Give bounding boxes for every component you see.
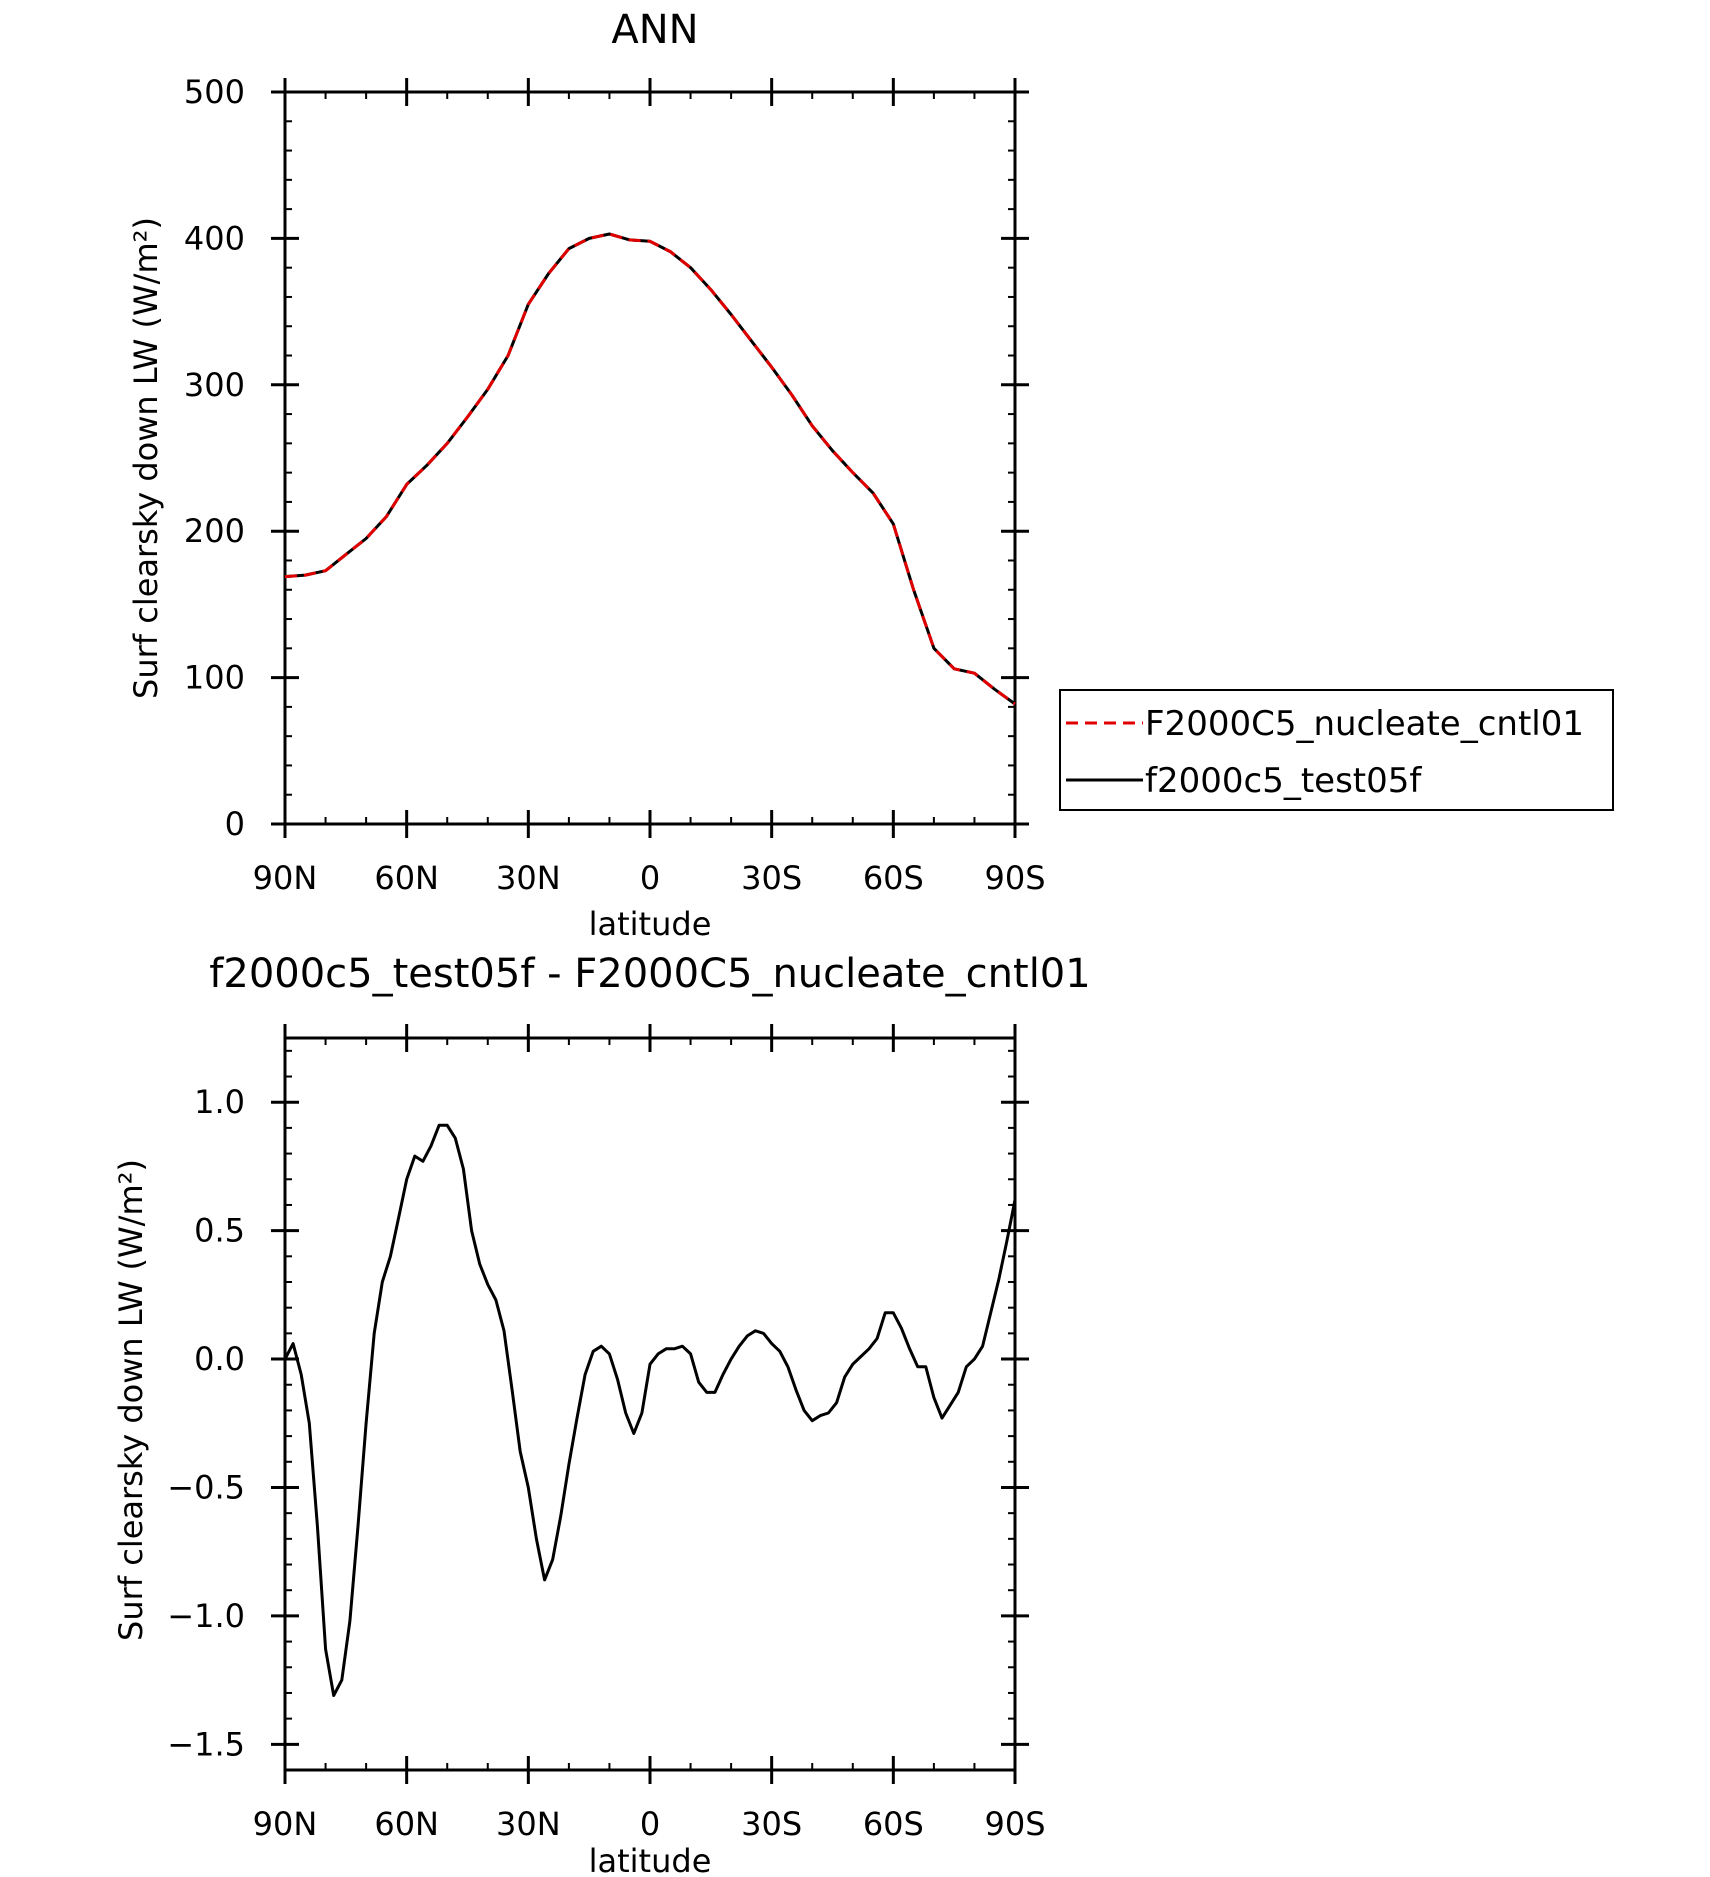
legend-box bbox=[1059, 689, 1614, 811]
bottom-y-tick-label: −1.0 bbox=[167, 1597, 245, 1635]
bottom-chart-title: f2000c5_test05f - F2000C5_nucleate_cntl0… bbox=[209, 951, 1090, 997]
top-y-tick-label: 100 bbox=[184, 659, 245, 697]
bottom-x-tick-label: 60S bbox=[863, 1805, 924, 1843]
top-y-tick-label: 400 bbox=[184, 219, 245, 257]
bottom-x-axis-label: latitude bbox=[589, 1842, 712, 1877]
bottom-panel: f2000c5_test05f - F2000C5_nucleate_cntl0… bbox=[112, 951, 1091, 1877]
bottom-y-axis-label: Surf clearsky down LW (W/m²) bbox=[112, 1159, 150, 1641]
bottom-series-line-0 bbox=[283, 1123, 1017, 1697]
top-y-tick-label: 200 bbox=[184, 512, 245, 550]
top-chart-title: ANN bbox=[611, 7, 698, 53]
bottom-y-tick-label: 1.0 bbox=[194, 1083, 245, 1121]
top-lines bbox=[284, 232, 1016, 706]
top-x-tick-label: 60N bbox=[374, 859, 439, 897]
top-x-tick-label: 0 bbox=[640, 859, 660, 897]
bottom-lines bbox=[283, 1123, 1017, 1697]
top-x-tick-label: 60S bbox=[863, 859, 924, 897]
top-y-axis-label: Surf clearsky down LW (W/m²) bbox=[127, 217, 165, 699]
top-plot-frame bbox=[283, 90, 1017, 826]
top-y-tick-label: 0 bbox=[225, 805, 245, 843]
bottom-y-tick-label: −0.5 bbox=[167, 1468, 245, 1506]
legend-label-test05f: f2000c5_test05f bbox=[1145, 761, 1422, 801]
bottom-ticks: −1.5 −1.0 −0.5 0.0 0.5 1.0 90N 60N 30N 0 30S 60S 90S bbox=[167, 1024, 1046, 1843]
top-x-tick-label: 90S bbox=[984, 859, 1045, 897]
top-ticks: 0 100 200 300 400 500 90N 60N 30N 0 30S 60S 90S bbox=[184, 73, 1046, 897]
bottom-x-tick-label: 60N bbox=[374, 1805, 439, 1843]
bottom-x-tick-label: 0 bbox=[640, 1805, 660, 1843]
bottom-y-tick-label: 0.0 bbox=[194, 1340, 245, 1378]
top-x-tick-label: 30S bbox=[741, 859, 802, 897]
bottom-x-tick-label: 90N bbox=[253, 1805, 318, 1843]
top-series-line-0 bbox=[284, 232, 1016, 706]
legend: F2000C5_nucleate_cntl01 f2000c5_test05f bbox=[1059, 689, 1614, 811]
bottom-plot-frame bbox=[283, 1036, 1017, 1772]
top-y-tick-label: 300 bbox=[184, 366, 245, 404]
bottom-y-tick-label: 0.5 bbox=[194, 1212, 245, 1250]
bottom-x-tick-label: 30S bbox=[741, 1805, 802, 1843]
top-x-tick-label: 30N bbox=[496, 859, 561, 897]
bottom-x-tick-label: 30N bbox=[496, 1805, 561, 1843]
bottom-x-tick-label: 90S bbox=[984, 1805, 1045, 1843]
top-y-tick-label: 500 bbox=[184, 73, 245, 111]
top-x-axis-label: latitude bbox=[589, 905, 712, 943]
bottom-y-tick-label: −1.5 bbox=[167, 1725, 245, 1763]
top-series-line-1 bbox=[284, 232, 1016, 706]
top-x-tick-label: 90N bbox=[253, 859, 318, 897]
legend-label-cntl01: F2000C5_nucleate_cntl01 bbox=[1145, 704, 1584, 744]
